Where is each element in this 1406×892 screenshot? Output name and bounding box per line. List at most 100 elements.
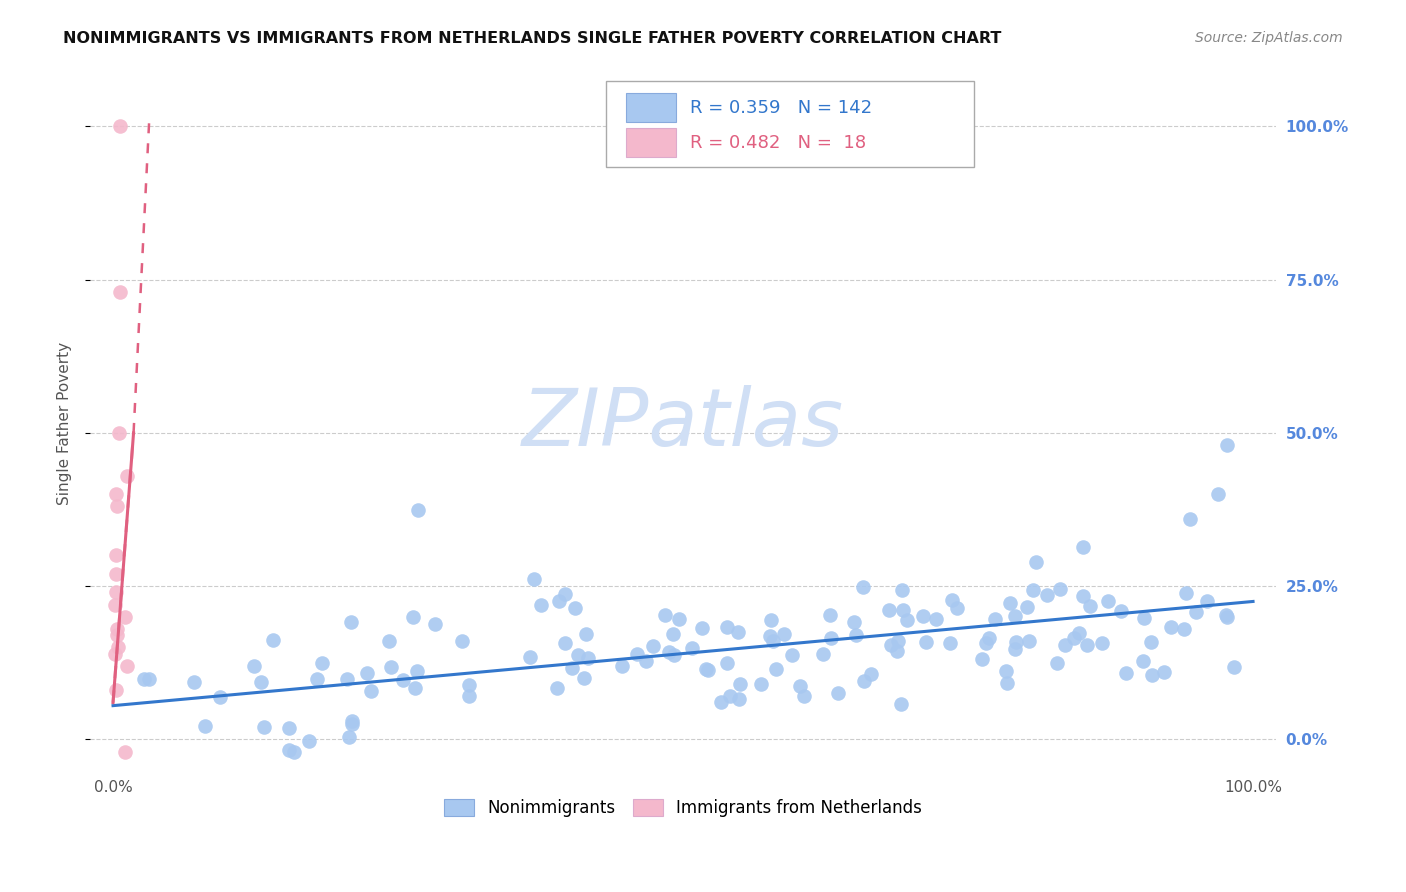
Point bbox=[107, 640, 129, 655]
Point bbox=[758, 629, 780, 643]
Legend: Nonimmigrants, Immigrants from Netherlands: Nonimmigrants, Immigrants from Netherlan… bbox=[437, 792, 928, 824]
Point bbox=[970, 652, 993, 666]
Point bbox=[995, 676, 1018, 690]
Point bbox=[277, 721, 299, 735]
Point bbox=[1109, 604, 1132, 618]
Point bbox=[1004, 641, 1026, 656]
Point bbox=[793, 690, 815, 704]
Point bbox=[423, 616, 446, 631]
Point bbox=[891, 582, 914, 597]
Point bbox=[278, 743, 301, 757]
Point bbox=[262, 632, 284, 647]
Point bbox=[1185, 605, 1208, 619]
Point bbox=[519, 650, 541, 665]
Point bbox=[912, 608, 935, 623]
Point bbox=[827, 686, 849, 700]
Point bbox=[1215, 607, 1237, 622]
Point bbox=[941, 593, 963, 607]
Point bbox=[879, 638, 901, 652]
Point bbox=[356, 665, 378, 680]
Point bbox=[360, 684, 382, 698]
Point bbox=[564, 600, 586, 615]
Point bbox=[939, 636, 962, 650]
Point bbox=[546, 681, 568, 695]
Point bbox=[925, 612, 948, 626]
Text: R = 0.482   N =  18: R = 0.482 N = 18 bbox=[690, 134, 866, 152]
Point bbox=[104, 598, 127, 612]
Point bbox=[339, 730, 361, 744]
Point bbox=[890, 697, 912, 711]
Point bbox=[1004, 608, 1026, 623]
Point bbox=[1073, 541, 1095, 555]
Point bbox=[305, 672, 328, 686]
Point bbox=[877, 603, 900, 617]
Point bbox=[408, 502, 430, 516]
Point bbox=[530, 598, 553, 612]
Point bbox=[561, 661, 583, 675]
Point bbox=[336, 672, 359, 686]
Point bbox=[457, 678, 479, 692]
Point bbox=[380, 660, 402, 674]
Text: NONIMMIGRANTS VS IMMIGRANTS FROM NETHERLANDS SINGLE FATHER POVERTY CORRELATION C: NONIMMIGRANTS VS IMMIGRANTS FROM NETHERL… bbox=[63, 31, 1001, 46]
Point bbox=[886, 643, 908, 657]
Point bbox=[852, 580, 875, 594]
Point bbox=[1197, 593, 1219, 607]
Point bbox=[108, 425, 131, 440]
Point bbox=[811, 647, 834, 661]
Point bbox=[523, 572, 546, 586]
Point bbox=[1036, 588, 1059, 602]
Point bbox=[104, 487, 127, 501]
Point bbox=[995, 664, 1018, 678]
Point bbox=[574, 671, 596, 685]
Point bbox=[749, 676, 772, 690]
Point bbox=[110, 120, 132, 134]
Point bbox=[1216, 610, 1239, 624]
Point bbox=[1132, 611, 1154, 625]
Point bbox=[1140, 634, 1163, 648]
Point bbox=[853, 673, 876, 688]
Point bbox=[340, 615, 363, 629]
Point bbox=[1054, 638, 1077, 652]
Point bbox=[818, 608, 841, 623]
Point bbox=[1025, 556, 1047, 570]
Point bbox=[340, 714, 363, 728]
Point bbox=[860, 667, 883, 681]
Point bbox=[104, 647, 127, 661]
Point bbox=[554, 636, 576, 650]
Point bbox=[654, 608, 676, 623]
Point bbox=[105, 683, 128, 698]
Point bbox=[977, 632, 1000, 646]
Point bbox=[974, 636, 997, 650]
Point bbox=[1174, 585, 1197, 599]
Point bbox=[668, 612, 690, 626]
Point bbox=[716, 620, 738, 634]
Point bbox=[662, 648, 685, 662]
Point bbox=[405, 664, 427, 678]
Point bbox=[253, 720, 276, 734]
Point bbox=[575, 627, 598, 641]
Point bbox=[887, 633, 910, 648]
Point bbox=[896, 613, 918, 627]
Point bbox=[716, 657, 738, 671]
Point bbox=[634, 654, 657, 668]
Point bbox=[612, 658, 634, 673]
Text: R = 0.359   N = 142: R = 0.359 N = 142 bbox=[690, 99, 872, 117]
Point bbox=[115, 468, 138, 483]
Point bbox=[690, 621, 713, 635]
Y-axis label: Single Father Poverty: Single Father Poverty bbox=[58, 343, 72, 505]
Point bbox=[820, 631, 842, 645]
FancyBboxPatch shape bbox=[606, 81, 973, 168]
Point bbox=[789, 679, 811, 693]
Point bbox=[402, 609, 425, 624]
Point bbox=[105, 628, 128, 642]
Point bbox=[772, 627, 794, 641]
Point bbox=[110, 285, 132, 299]
Point bbox=[1097, 593, 1119, 607]
Point bbox=[727, 624, 749, 639]
Point bbox=[208, 690, 231, 704]
Point bbox=[845, 628, 868, 642]
Point bbox=[458, 689, 481, 703]
Point bbox=[115, 658, 138, 673]
Point bbox=[696, 664, 718, 678]
Point bbox=[1153, 665, 1175, 679]
